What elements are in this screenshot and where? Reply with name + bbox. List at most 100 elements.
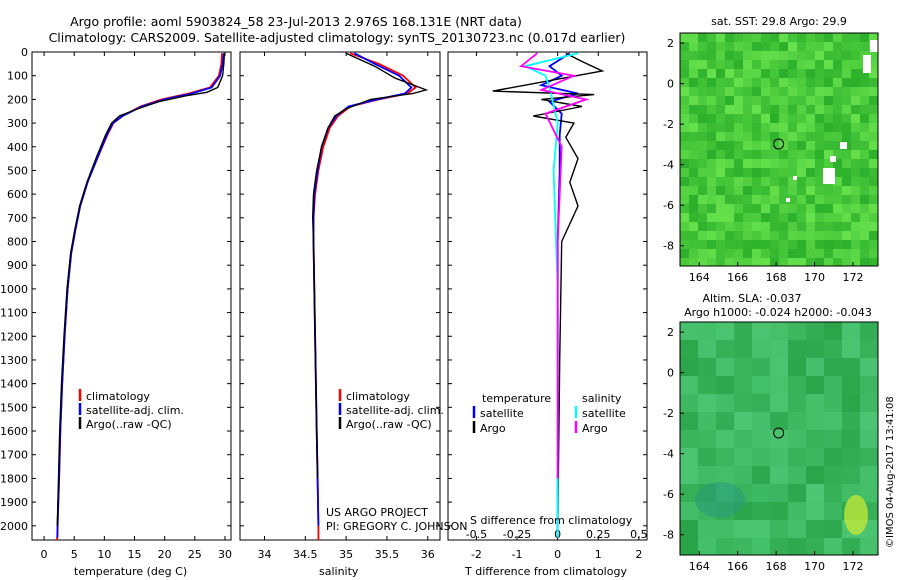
map-cell (824, 33, 833, 42)
map-cell (770, 240, 779, 249)
map-cell (815, 87, 824, 96)
map-cell (680, 358, 698, 376)
sla-map-panel: 164 166 168 170 172 2 0 -2 -4 -6 -8 (663, 321, 879, 573)
map-cell (707, 150, 716, 159)
map-cell (716, 33, 725, 42)
map-cell (806, 132, 815, 141)
map-cell (725, 69, 734, 78)
map-cell (851, 42, 860, 51)
x-tick-label: 1 (595, 548, 602, 561)
map-cell (806, 78, 815, 87)
map-cell (815, 258, 824, 266)
map-cell (752, 33, 761, 42)
map-cell (797, 240, 806, 249)
map-cell (842, 123, 851, 132)
map-cell (752, 231, 761, 240)
map-cell (806, 60, 815, 69)
sla-map-title: Altim. SLA: -0.037 (702, 292, 801, 305)
map-cell (860, 376, 878, 394)
map-cell (824, 394, 842, 412)
map-cell (761, 42, 770, 51)
map-cell (869, 168, 878, 177)
argo-position-marker (773, 138, 785, 150)
map-cell (833, 150, 842, 159)
map-cell (761, 78, 770, 87)
map-cell (761, 195, 770, 204)
map-cell (752, 69, 761, 78)
map-x-tick-label: 168 (766, 271, 787, 284)
map-cell (815, 123, 824, 132)
map-cell (698, 213, 707, 222)
y-tick-label: 1200 (0, 330, 28, 343)
map-cell (806, 520, 824, 538)
x-tick-label: 0 (41, 548, 48, 561)
map-cell (698, 204, 707, 213)
map-cell (824, 258, 833, 266)
map-cell (689, 195, 698, 204)
map-cell (707, 141, 716, 150)
legend-label: satellite (582, 407, 626, 420)
map-cell (851, 123, 860, 132)
map-cell (716, 249, 725, 258)
sla-high-anomaly (844, 495, 868, 535)
map-cell (725, 42, 734, 51)
map-cell (797, 42, 806, 51)
map-cell (743, 222, 752, 231)
map-x-tick-label: 166 (727, 271, 748, 284)
pi-annotation: PI: GREGORY C. JOHNSON (326, 520, 467, 533)
y-tick-label: 800 (7, 236, 28, 249)
map-cell (815, 132, 824, 141)
map-cell (842, 538, 860, 555)
map-cell (725, 213, 734, 222)
map-cell (806, 168, 815, 177)
map-cell (680, 466, 698, 484)
legend-salinity-title: salinity (582, 392, 622, 405)
map-cell (860, 150, 869, 159)
plot-frame (31, 51, 232, 541)
map-y-tick-label: -6 (663, 199, 674, 212)
map-cell (860, 466, 878, 484)
map-cell (680, 78, 689, 87)
map-cell (833, 42, 842, 51)
sst-map-title: sat. SST: 29.8 Argo: 29.9 (711, 15, 847, 28)
map-cell (770, 87, 779, 96)
map-cell (752, 358, 770, 376)
map-cell (788, 484, 806, 502)
map-cell (689, 222, 698, 231)
map-cell (869, 186, 878, 195)
map-cell (833, 96, 842, 105)
map-cell (698, 96, 707, 105)
map-cell (770, 538, 788, 555)
map-cell (779, 231, 788, 240)
map-cell (779, 195, 788, 204)
map-cell (680, 186, 689, 195)
map-cell (815, 204, 824, 213)
map-cell (770, 258, 779, 266)
x-tick-label: 20 (158, 548, 172, 561)
map-cell (698, 394, 716, 412)
map-cell (725, 195, 734, 204)
map-cell (716, 204, 725, 213)
map-cell (824, 132, 833, 141)
map-cell (716, 394, 734, 412)
map-cell (788, 502, 806, 520)
map-cell (842, 177, 851, 186)
map-cell (680, 195, 689, 204)
map-cell (698, 87, 707, 96)
map-cell (680, 96, 689, 105)
map-cell (779, 222, 788, 231)
map-cell (716, 520, 734, 538)
map-cell (689, 213, 698, 222)
map-cell (824, 105, 833, 114)
series-line-s-argo (518, 52, 590, 479)
map-cell (698, 249, 707, 258)
map-cell (851, 141, 860, 150)
map-cell (752, 394, 770, 412)
map-cell (770, 430, 788, 448)
map-cell (824, 186, 833, 195)
map-cell (824, 96, 833, 105)
map-cell (797, 105, 806, 114)
map-cell (752, 78, 761, 87)
map-cell (833, 168, 842, 177)
map-cell (743, 231, 752, 240)
